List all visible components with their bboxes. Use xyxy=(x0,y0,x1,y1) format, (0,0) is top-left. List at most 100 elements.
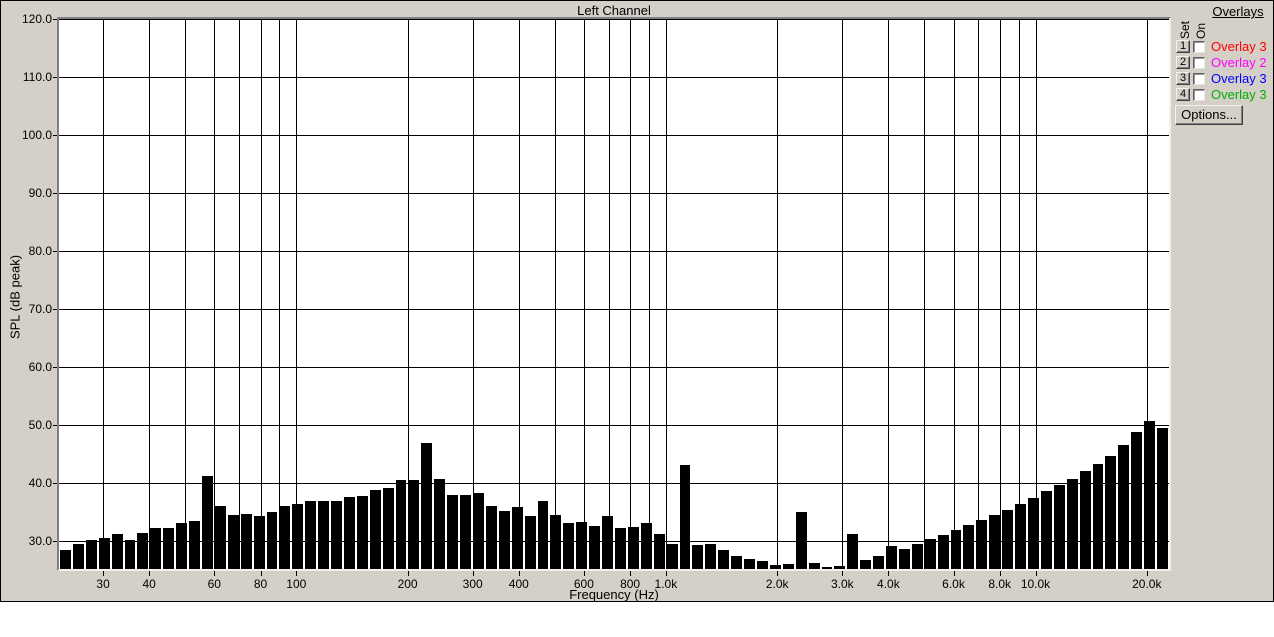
spectrum-bar xyxy=(176,522,188,569)
spectrum-bar xyxy=(279,506,291,569)
overlay-label-3: Overlay 3 xyxy=(1211,71,1267,86)
overlay-set-button-3[interactable]: 3 xyxy=(1176,72,1190,85)
y-tick-mark xyxy=(53,540,57,542)
x-tick-mark xyxy=(407,571,409,576)
y-tick-label: 100.0 xyxy=(21,127,52,142)
v-gridline xyxy=(583,19,585,569)
analyzer-panel: Left Channel SPL (dB peak) 120.0 110.0 100… xyxy=(0,0,1274,602)
y-tick-label: 50.0 xyxy=(28,417,52,432)
spectrum-bar xyxy=(989,515,1001,569)
x-tick-mark xyxy=(518,571,520,576)
spectrum-bar xyxy=(266,511,278,569)
y-tick-label: 60.0 xyxy=(28,359,52,374)
overlay-label-1: Overlay 3 xyxy=(1211,39,1267,54)
x-tick-mark xyxy=(214,571,216,576)
v-gridline xyxy=(518,19,520,569)
v-gridline xyxy=(239,19,241,569)
x-tick-label: 40 xyxy=(142,577,156,591)
h-gridline xyxy=(59,19,1169,20)
spectrum-bar xyxy=(769,564,781,569)
overlay-set-button-1[interactable]: 1 xyxy=(1176,40,1190,53)
overlay-on-checkbox-4[interactable] xyxy=(1193,89,1205,101)
spectrum-bar xyxy=(1144,420,1156,569)
x-tick-mark xyxy=(149,571,151,576)
x-tick-label: 400 xyxy=(508,577,529,591)
y-axis-label: SPL (dB peak) xyxy=(7,254,23,340)
v-gridline xyxy=(665,19,667,569)
overlays-on-column-label: On xyxy=(1194,22,1208,40)
x-tick-mark xyxy=(472,571,474,576)
spectrum-bar xyxy=(860,560,872,569)
spectrum-bar xyxy=(718,549,730,569)
spectrum-bar xyxy=(292,503,304,569)
overlay-set-button-4[interactable]: 4 xyxy=(1176,88,1190,101)
v-gridline xyxy=(630,19,632,569)
spectrum-bar xyxy=(201,476,213,569)
x-tick-mark xyxy=(888,571,890,576)
overlay-label-4: Overlay 3 xyxy=(1211,87,1267,102)
v-gridline xyxy=(888,19,890,569)
overlay-on-checkbox-1[interactable] xyxy=(1193,41,1205,53)
y-tick-mark xyxy=(53,482,57,484)
x-tick-label: 20.0k xyxy=(1132,577,1162,591)
spectrum-bar xyxy=(976,519,988,569)
spectrum-bar xyxy=(124,540,136,569)
x-tick-label: 8.0k xyxy=(988,577,1012,591)
v-gridline xyxy=(842,19,844,569)
spectrum-bar xyxy=(834,566,846,569)
x-tick-label: 80 xyxy=(253,577,268,591)
y-tick-mark xyxy=(53,134,57,136)
v-gridline xyxy=(649,19,650,569)
spectrum-bar xyxy=(1053,485,1065,569)
spectrum-bar xyxy=(808,562,820,569)
spectrum-bar xyxy=(898,548,910,569)
v-gridline xyxy=(608,19,610,569)
x-tick-label: 10.0k xyxy=(1020,577,1051,591)
x-tick-mark xyxy=(296,571,298,576)
spectrum-bar xyxy=(602,516,613,569)
y-tick-label: 110.0 xyxy=(22,70,52,84)
h-gridline xyxy=(59,77,1169,78)
overlay-set-button-2[interactable]: 2 xyxy=(1176,56,1190,69)
v-gridline xyxy=(103,19,105,569)
v-gridline xyxy=(472,19,474,569)
spectrum-bar xyxy=(473,492,484,569)
y-tick-label: 90.0 xyxy=(28,185,52,200)
x-tick-label: 300 xyxy=(462,577,483,591)
v-gridline xyxy=(978,19,980,569)
spectrum-bar xyxy=(331,501,342,569)
x-tick-mark xyxy=(953,571,955,576)
h-gridline xyxy=(59,192,1169,194)
spectrum-bar xyxy=(343,497,355,569)
spectrum-bar xyxy=(615,528,626,569)
h-gridline xyxy=(59,366,1169,368)
spectrum-bar xyxy=(150,528,162,569)
spectrum-bar xyxy=(447,494,459,569)
spectrum-bar xyxy=(85,540,97,569)
spectrum-bar xyxy=(189,520,200,569)
overlays-menu-title[interactable]: Overlays xyxy=(1212,4,1264,19)
x-tick-label: 200 xyxy=(397,577,418,591)
spectrum-bar xyxy=(589,525,601,569)
y-tick-mark xyxy=(53,19,57,20)
overlay-on-checkbox-2[interactable] xyxy=(1193,57,1205,69)
v-gridline xyxy=(214,19,216,569)
spectrum-bar xyxy=(318,500,330,569)
x-tick-mark xyxy=(665,571,667,576)
spectrum-bar xyxy=(253,515,265,569)
v-gridline xyxy=(1018,19,1020,569)
spectrum-bar xyxy=(640,523,652,569)
spectrum-bar xyxy=(653,533,665,569)
y-tick-mark xyxy=(53,308,57,310)
x-tick-label: 1.0k xyxy=(654,577,678,591)
spectrum-bar xyxy=(511,507,523,569)
overlay-on-checkbox-3[interactable] xyxy=(1193,73,1205,85)
y-tick-label: 40.0 xyxy=(28,475,52,490)
spectrum-bar xyxy=(744,559,755,569)
x-tick-mark xyxy=(842,571,844,576)
spectrum-bar xyxy=(408,480,420,569)
spectrum-bar xyxy=(873,556,885,569)
options-button[interactable]: Options... xyxy=(1175,105,1243,125)
spectrum-bar xyxy=(305,500,317,569)
y-tick-mark xyxy=(53,366,57,368)
